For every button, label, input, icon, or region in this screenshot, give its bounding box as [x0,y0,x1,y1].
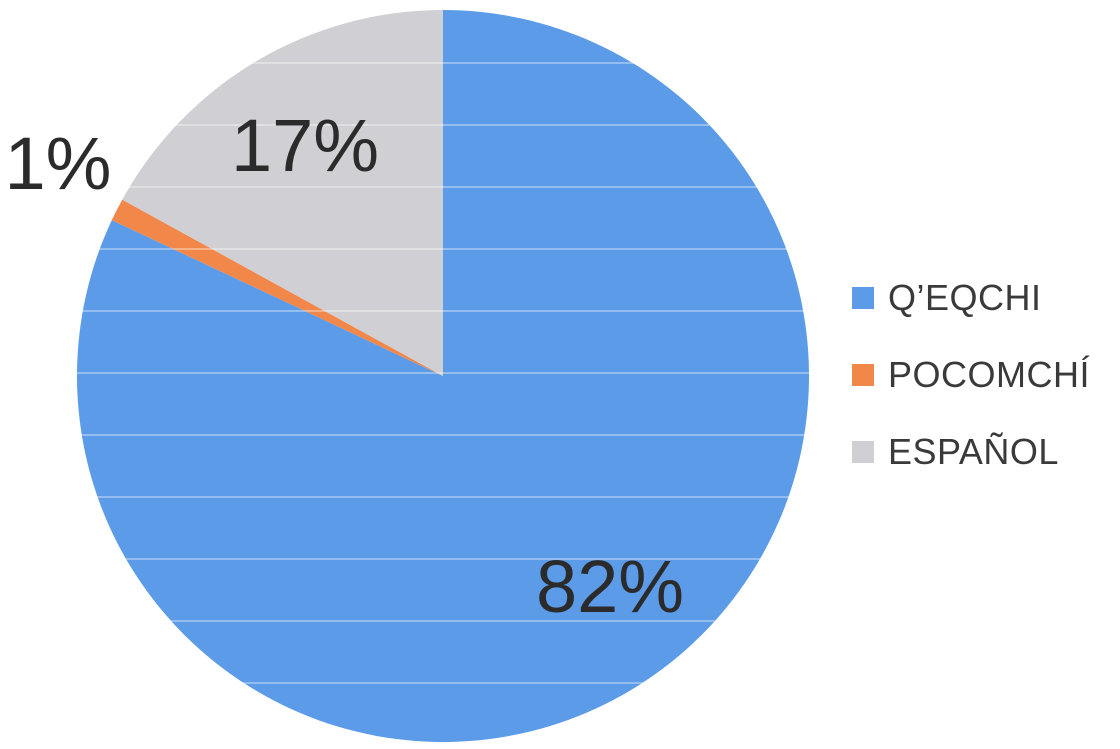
data-label-pocomchi: 1% [5,122,112,205]
legend-label-espanol: ESPAÑOL [888,431,1059,472]
chart-legend: Q’EQCHI POCOMCHÍ ESPAÑOL [852,277,1102,509]
legend-item-pocomchi: POCOMCHÍ [852,354,1102,395]
legend-swatch-qeqchi [852,287,874,309]
data-label-qeqchi: 82% [536,545,684,628]
pie-slice-texture-pocomchi [111,199,443,376]
data-label-espanol: 17% [231,104,379,187]
pie-slice-texture-qeqchi [76,10,809,743]
pie-slice-texture-espanol [122,10,444,376]
legend-item-qeqchi: Q’EQCHI [852,277,1102,318]
legend-label-pocomchi: POCOMCHÍ [888,354,1090,395]
pie-data-labels: 82% 1% 17% [5,104,685,628]
legend-item-espanol: ESPAÑOL [852,431,1102,472]
legend-label-qeqchi: Q’EQCHI [888,277,1042,318]
legend-swatch-espanol [852,441,874,463]
legend-swatch-pocomchi [852,364,874,386]
pie-slices [76,10,809,743]
